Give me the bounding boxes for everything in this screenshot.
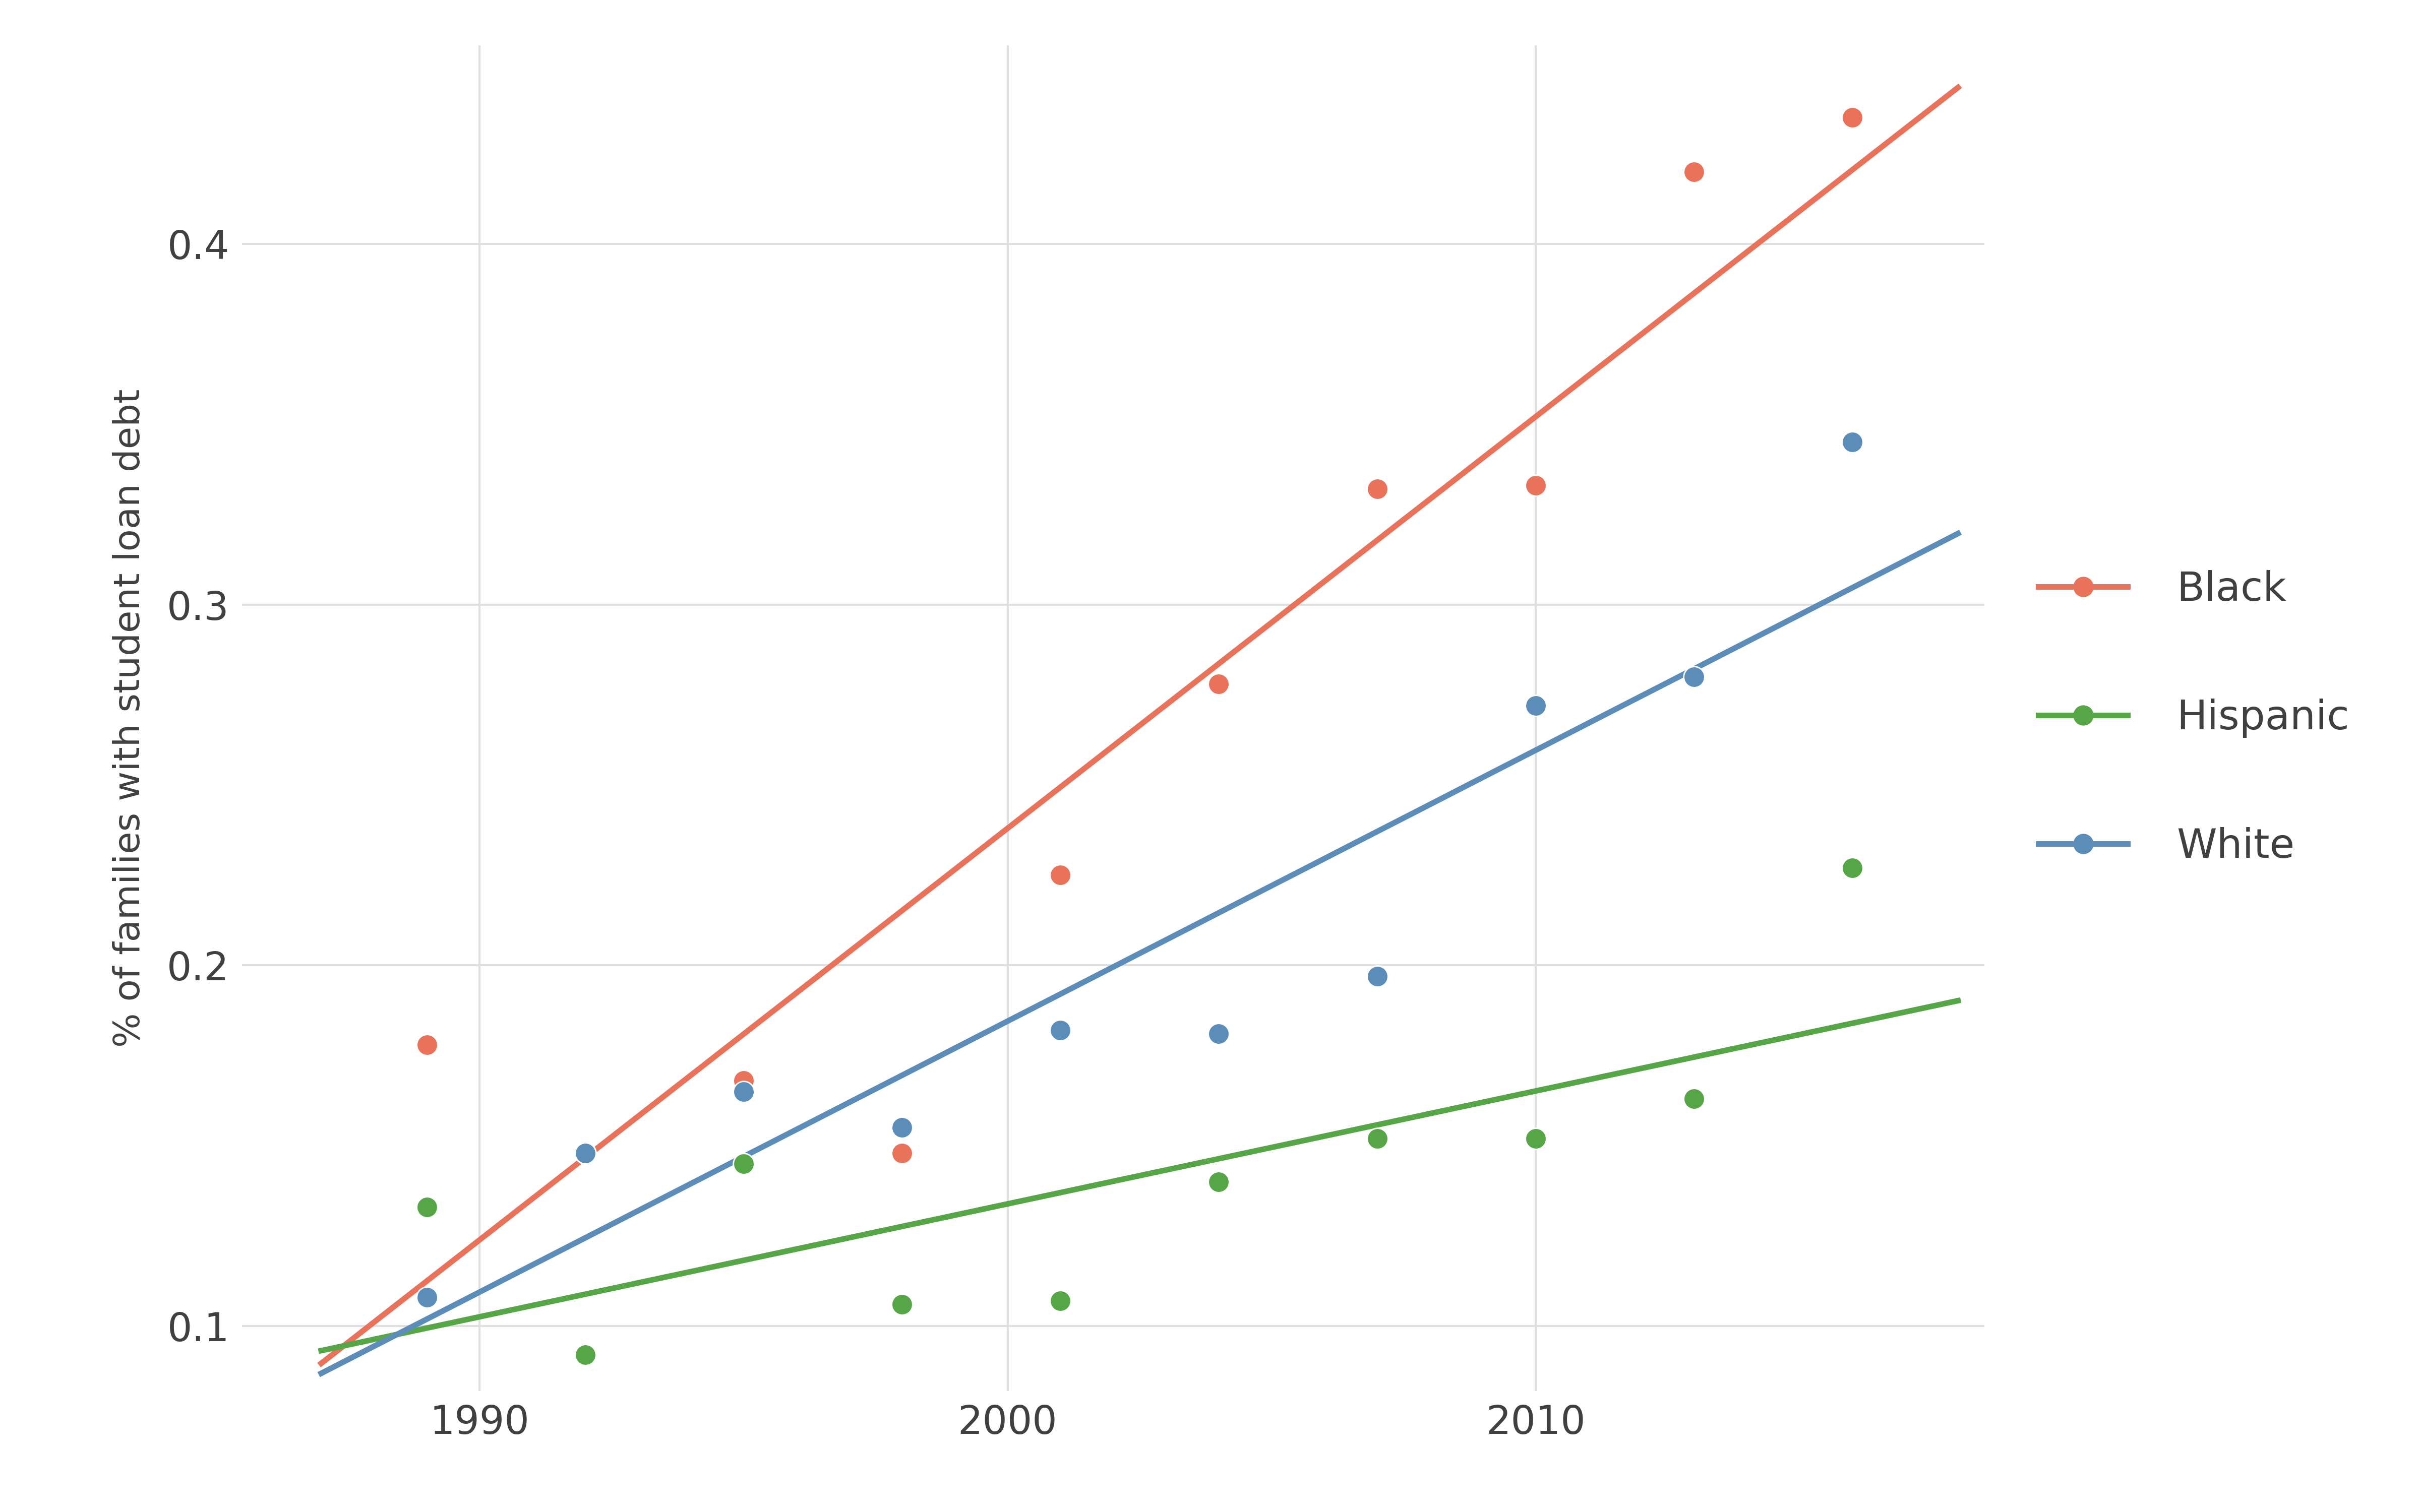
Point <box>1832 106 1871 130</box>
Y-axis label: % of families with student loan debt: % of families with student loan debt <box>114 389 148 1048</box>
Point <box>724 1152 762 1176</box>
Point <box>1358 476 1396 500</box>
Point <box>1517 473 1556 497</box>
Point <box>1041 1288 1079 1312</box>
Point <box>883 1293 922 1317</box>
Point <box>407 1194 445 1219</box>
Point <box>1200 1022 1239 1046</box>
Point <box>1358 1126 1396 1151</box>
Point <box>1358 965 1396 989</box>
Point <box>724 1069 762 1093</box>
Point <box>566 1142 605 1166</box>
Point <box>883 1142 922 1166</box>
Point <box>1200 671 1239 696</box>
Point <box>566 1343 605 1367</box>
Point <box>407 1285 445 1309</box>
Point <box>1517 1126 1556 1151</box>
Point <box>1832 856 1871 880</box>
Point <box>1041 863 1079 888</box>
Point <box>1041 1018 1079 1042</box>
Point <box>407 1033 445 1057</box>
Point <box>1832 429 1871 454</box>
Point <box>1200 1170 1239 1194</box>
Point <box>1675 1087 1713 1111</box>
Point <box>566 1142 605 1166</box>
Point <box>1675 665 1713 689</box>
Point <box>883 1116 922 1140</box>
Legend: Black, Hispanic, White: Black, Hispanic, White <box>2023 553 2364 883</box>
Point <box>724 1080 762 1104</box>
Point <box>1517 694 1556 718</box>
Point <box>1675 160 1713 184</box>
